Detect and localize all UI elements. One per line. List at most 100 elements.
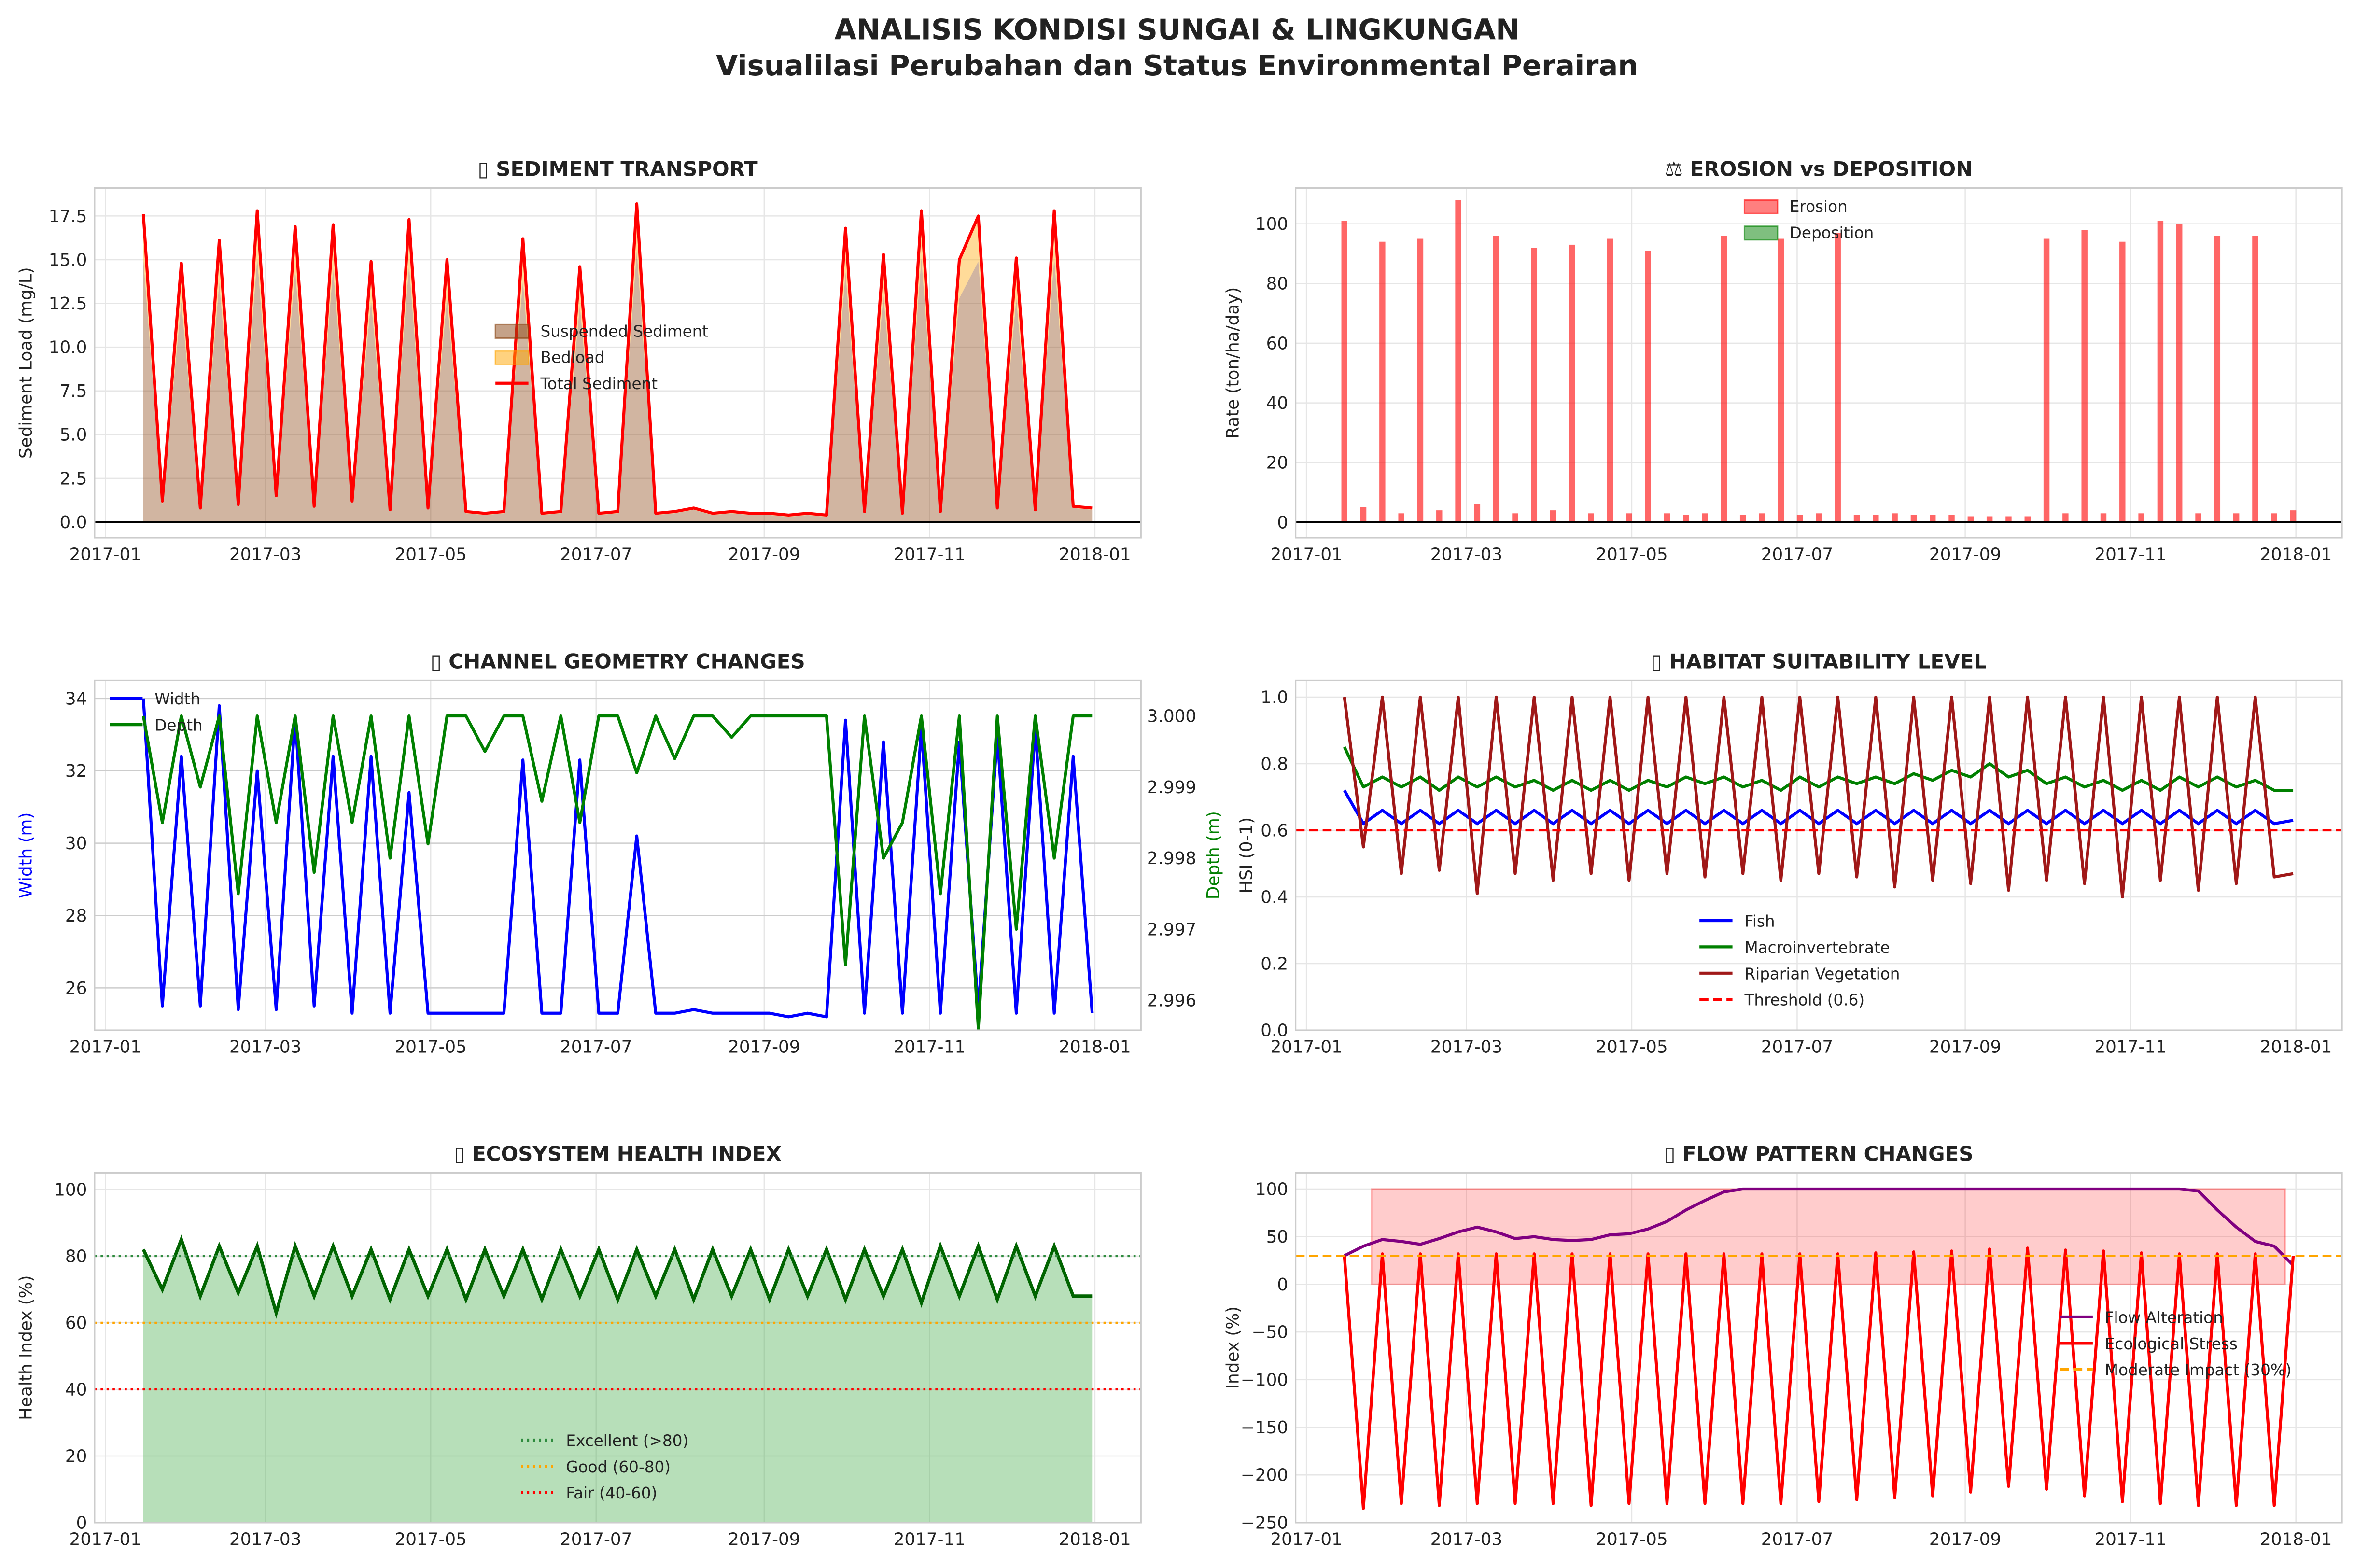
figure-subtitle: Visualilasi Perubahan dan Status Environ… (716, 49, 1639, 82)
erosion-bar (2138, 513, 2144, 522)
erosion-bar (1607, 238, 1613, 522)
macroinvertebrate-line (1343, 746, 2294, 792)
legend-label: Threshold (0.6) (1744, 991, 1864, 1009)
flow-alteration-line (1344, 1187, 2295, 1267)
subplot-6: 2017-01 2017-03 2017-05 2017-07 2017-09 2017-… (1223, 1142, 2343, 1550)
x-tick-label: 2017-05 (1596, 1037, 1667, 1057)
erosion-bar (1417, 238, 1424, 522)
x-tick-label: 2017-01 (1270, 545, 1342, 565)
y-tick-label: 0.8 (1261, 754, 1288, 774)
erosion-bar (1967, 516, 1974, 522)
legend: Fish Macroinvertebrate Riparian Vegetation… (1699, 912, 1900, 1009)
y-tick-label: 0.4 (1261, 887, 1288, 907)
y-tick-label: 100 (1255, 214, 1288, 234)
subplot-1: 2017-01 2017-03 2017-05 2017-07 2017-09 2017-… (16, 157, 1142, 565)
legend-label: Total Sediment (540, 375, 658, 393)
erosion-bar (1588, 513, 1594, 522)
erosion-bar (1759, 513, 1765, 522)
subplot-4: 2017-01 2017-03 2017-05 2017-07 2017-09 2017-… (1236, 650, 2343, 1057)
depth-line (141, 714, 1093, 1031)
y-right-tick-label: 2.996 (1147, 991, 1196, 1011)
x-tick-label: 2017-09 (1929, 545, 2001, 565)
legend: Suspended Sediment Bedload Total Sediment (494, 322, 708, 393)
erosion-bar (2043, 238, 2050, 522)
legend-label: Fish (1744, 912, 1775, 930)
y-tick-label: 100 (1255, 1179, 1288, 1199)
erosion-bar (2024, 516, 2031, 522)
y-tick-label: −100 (1241, 1370, 1288, 1390)
y-tick-label: 60 (65, 1313, 87, 1333)
width-line (141, 698, 1094, 1019)
x-tick-label: 2017-05 (395, 545, 467, 565)
subplot-2: 2017-01 2017-03 2017-05 2017-07 2017-09 2017-… (1223, 157, 2343, 565)
y-tick-label: 15.0 (49, 250, 87, 270)
legend-label: Ecological Stress (2105, 1335, 2238, 1353)
x-tick-label: 2018-01 (1059, 545, 1131, 565)
erosion-bar (2157, 221, 2164, 522)
y-tick-label: 20 (65, 1446, 87, 1466)
legend-label: Width (154, 690, 200, 708)
erosion-bar (1341, 221, 1347, 522)
x-tick-label: 2017-05 (1596, 545, 1667, 565)
y-axis-label: Rate (ton/ha/day) (1223, 287, 1243, 439)
erosion-bar (1778, 238, 1784, 522)
erosion-bar (1910, 515, 1917, 522)
y-axis-right-label: Depth (m) (1204, 811, 1223, 899)
erosion-bar (1398, 513, 1404, 522)
x-tick-label: 2018-01 (1059, 1530, 1131, 1550)
axes-frame (94, 187, 1142, 539)
y-tick-label: 20 (1266, 453, 1289, 473)
legend-label: Bedload (540, 349, 604, 367)
y-tick-label: 30 (65, 834, 87, 854)
x-tick-label: 2018-01 (2260, 1037, 2332, 1057)
y-axis-label: Health Index (%) (16, 1275, 36, 1420)
y-tick-label: 26 (65, 979, 87, 998)
x-tick-label: 2017-07 (1761, 545, 1833, 565)
subplot-title: ▯ FLOW PATTERN CHANGES (1664, 1142, 1973, 1166)
erosion-bar (2195, 513, 2201, 522)
erosion-bar (1948, 515, 1955, 522)
erosion-bar (1739, 515, 1746, 522)
legend-label: Excellent (>80) (566, 1431, 688, 1450)
erosion-bar (1379, 241, 1386, 522)
erosion-bar (2062, 513, 2069, 522)
y-axis-label: HSI (0-1) (1236, 817, 1256, 894)
subplot-title: ▯ ECOSYSTEM HEALTH INDEX (454, 1142, 781, 1166)
erosion-bar (1493, 236, 1499, 522)
x-tick-label: 2017-03 (229, 1530, 301, 1550)
plot-area (1295, 680, 2342, 1030)
x-tick-label: 2017-09 (1929, 1530, 2001, 1550)
erosion-bar (1360, 507, 1367, 522)
y-tick-label: −250 (1241, 1513, 1288, 1533)
x-tick-label: 2017-11 (2094, 545, 2166, 565)
subplot-title: ▯ SEDIMENT TRANSPORT (478, 157, 758, 181)
erosion-bar (2005, 516, 2012, 522)
subplot-title: ⚖ EROSION vs DEPOSITION (1665, 157, 1973, 181)
y-tick-label: −200 (1241, 1466, 1288, 1485)
x-tick-label: 2017-11 (894, 545, 966, 565)
y-tick-label: 100 (54, 1180, 87, 1200)
legend-swatch (494, 350, 530, 365)
legend: Excellent (>80) Good (60-80) Fair (40-60) (521, 1431, 688, 1502)
erosion-bar (1986, 516, 1993, 522)
erosion-bar (1436, 510, 1443, 522)
y-tick-label: 40 (1266, 393, 1289, 413)
y-tick-label: 0.2 (1261, 954, 1288, 974)
x-tick-label: 2017-05 (395, 1037, 467, 1057)
x-tick-label: 2017-01 (70, 1037, 141, 1057)
erosion-bar (2119, 241, 2126, 522)
erosion-bar (2100, 513, 2107, 522)
erosion-bar (1626, 513, 1632, 522)
x-tick-label: 2017-01 (1270, 1037, 1342, 1057)
erosion-bar (1664, 513, 1670, 522)
y-tick-label: −150 (1241, 1418, 1288, 1438)
x-tick-label: 2017-07 (560, 545, 632, 565)
erosion-bar (2233, 513, 2240, 522)
legend-label: Suspended Sediment (540, 322, 708, 340)
x-tick-label: 2017-03 (1430, 545, 1502, 565)
plot-area (94, 1173, 1141, 1523)
x-tick-label: 2017-07 (560, 1530, 632, 1550)
x-tick-label: 2017-01 (1270, 1530, 1342, 1550)
erosion-bar (1702, 513, 1708, 522)
